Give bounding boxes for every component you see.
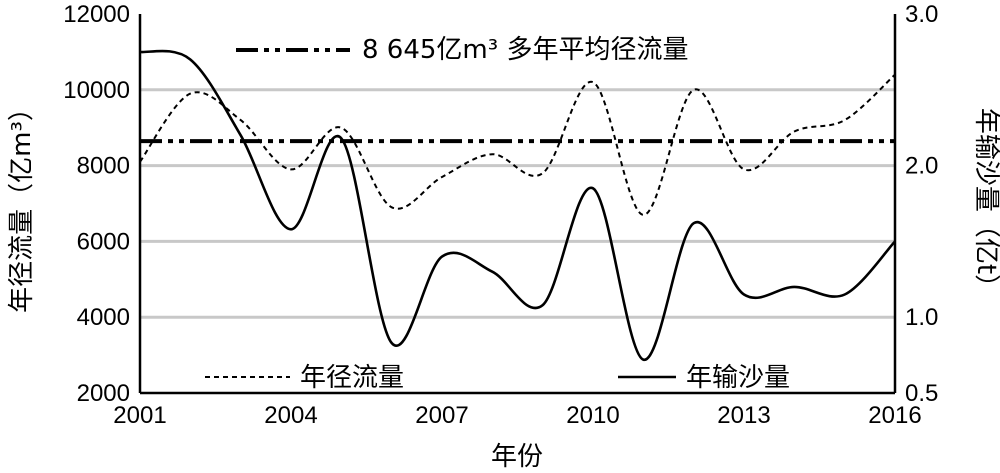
y-left-tick-label: 6000 xyxy=(77,228,130,255)
y-left-tick-label: 8000 xyxy=(77,153,130,180)
y-left-tick-label: 10000 xyxy=(63,77,130,104)
y-left-tick-label: 2000 xyxy=(77,380,130,407)
series-line-runoff xyxy=(139,73,896,216)
y-axis-left-label: 年径流量（亿m³） xyxy=(7,95,37,313)
y-left-tick-label: 4000 xyxy=(77,304,130,331)
legend-label-sediment: 年输沙量 xyxy=(686,363,790,393)
x-tick-label: 2013 xyxy=(717,402,770,429)
x-tick-label: 2010 xyxy=(566,402,619,429)
y-right-tick-label: 3.0 xyxy=(905,1,938,28)
y-left-tick-label: 12000 xyxy=(63,1,130,28)
series-line-sediment xyxy=(139,49,896,361)
legend-label-runoff: 年径流量 xyxy=(300,363,404,393)
axes xyxy=(138,14,897,395)
legend: 年径流量 年输沙量 xyxy=(205,363,790,393)
y-axis-right-label: 年输沙量（亿t） xyxy=(971,108,1000,300)
tick-labels: 2000 4000 6000 8000 10000 12000 0.5 1.0 2.0 3.0 20… xyxy=(63,1,938,429)
x-tick-label: 2001 xyxy=(113,402,166,429)
y-right-tick-label: 2.0 xyxy=(905,153,938,180)
x-tick-label: 2016 xyxy=(868,402,921,429)
grid-lines xyxy=(140,88,895,319)
reference-line-label: 8 645亿m³ 多年平均径流量 xyxy=(362,35,688,65)
x-tick-label: 2004 xyxy=(264,402,317,429)
reference-line-group xyxy=(140,48,895,144)
x-axis-label: 年份 xyxy=(491,442,543,472)
y-right-tick-label: 1.0 xyxy=(905,304,938,331)
series-group xyxy=(139,49,896,361)
y-right-tick-label: 0.5 xyxy=(905,380,938,407)
x-tick-label: 2007 xyxy=(415,402,468,429)
